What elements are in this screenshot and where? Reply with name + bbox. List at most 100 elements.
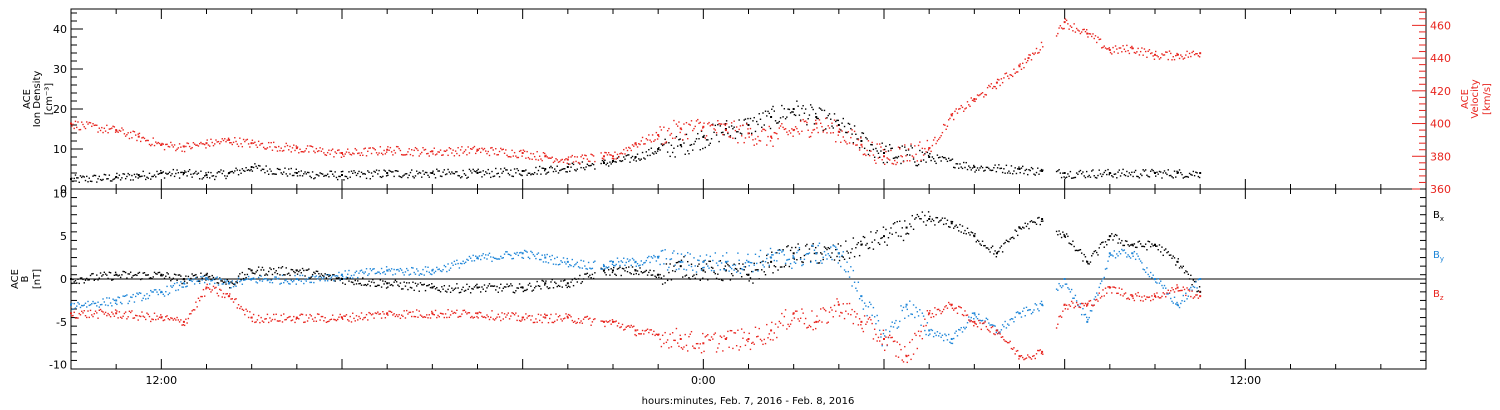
data-point [604,159,606,162]
data-point [201,295,203,298]
data-point [293,174,295,177]
data-point [804,120,807,122]
data-point [498,287,501,289]
data-point [1033,173,1035,175]
data-point [236,280,239,282]
data-point [245,167,247,169]
data-point [661,334,664,337]
data-point [117,317,119,319]
data-point [402,154,404,156]
data-point [252,166,255,169]
data-point [256,282,259,284]
data-point [205,288,207,290]
data-point [808,114,811,116]
data-point [651,257,654,259]
data-point [209,177,211,179]
data-point [814,259,817,262]
data-point [676,145,679,147]
data-point [570,316,572,318]
data-point [158,142,161,145]
data-point [113,315,116,317]
data-point [663,126,665,128]
data-point [390,311,393,313]
data-point [709,125,712,127]
data-point [377,271,379,273]
data-point [255,144,257,146]
data-point [856,243,858,246]
data-point [279,320,281,322]
data-point [889,144,891,146]
data-point [742,124,744,127]
data-point [620,326,622,328]
data-point [462,286,464,288]
data-point [1161,246,1163,248]
data-point [916,213,919,216]
data-point [495,317,497,320]
data-point [981,92,984,94]
data-point [847,270,850,273]
data-point [786,116,788,118]
data-point [131,310,133,312]
data-point [831,252,833,254]
data-point [610,163,612,165]
data-point [175,289,177,292]
data-point [1079,169,1082,172]
data-point [625,155,627,157]
data-point [994,333,996,336]
data-point [752,120,754,122]
data-point [1069,243,1072,245]
data-point [623,329,625,331]
data-point [655,152,658,154]
data-point [1149,52,1152,55]
data-point [82,123,84,126]
data-point [828,247,831,250]
data-point [902,161,905,163]
data-point [1073,176,1075,179]
data-point [86,121,88,123]
data-point [352,152,354,154]
data-point [138,292,141,294]
data-point [245,278,247,281]
data-point [119,301,122,304]
data-point [503,253,506,255]
data-point [1197,290,1200,292]
data-point [946,339,949,341]
data-point [103,271,106,273]
data-point [1033,309,1035,311]
data-point [320,150,323,152]
data-point [850,313,852,316]
data-point [919,335,921,337]
data-point [602,160,605,163]
data-point [1096,298,1098,301]
data-point [188,313,191,315]
data-point [342,282,344,284]
data-point [212,144,215,147]
data-point [944,333,946,335]
data-point [955,307,957,309]
data-point [1142,54,1144,56]
data-point [506,169,508,171]
data-point [383,283,385,285]
data-point [99,129,102,132]
data-point [1155,281,1157,283]
y-tick-label: 10 [53,143,67,156]
data-point [660,250,663,252]
data-point [1193,296,1196,298]
data-point [1131,45,1133,48]
data-point [993,253,995,255]
data-point [324,280,326,282]
data-point [122,315,124,317]
data-point [838,256,841,258]
data-point [704,336,706,338]
data-point [1102,241,1104,243]
data-point [614,151,616,153]
data-point [145,274,147,276]
data-point [379,313,382,315]
data-point [501,257,503,259]
data-point [794,126,797,128]
data-point [931,218,934,220]
data-point [389,284,392,286]
data-point [296,278,299,280]
data-point [833,259,836,261]
data-point [1163,284,1166,287]
